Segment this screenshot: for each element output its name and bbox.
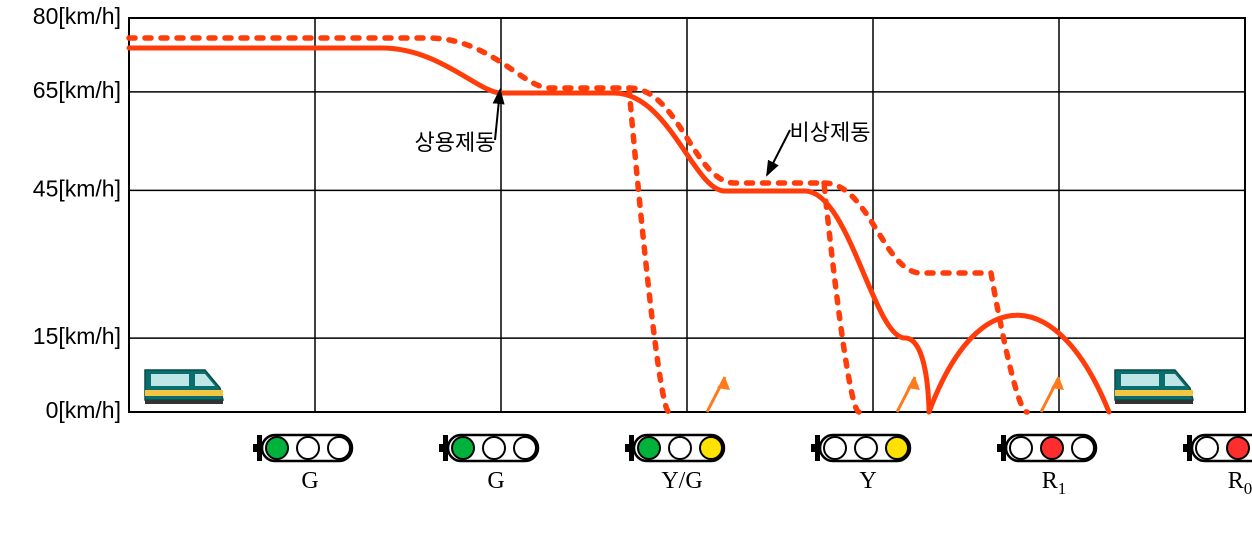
plot-area <box>129 18 1245 412</box>
x-axis-signals: G G Y/G Y R1 R0 <box>253 435 1252 498</box>
y-tick-label: 0[km/h] <box>46 397 121 423</box>
signal-icon <box>253 435 352 461</box>
train-icon <box>1115 370 1193 404</box>
signal-label: G <box>487 468 504 494</box>
train-icons <box>145 370 1193 404</box>
signal-label: Y <box>859 468 876 494</box>
signal-icon <box>625 435 724 461</box>
emergency-brake-label: 비상제동 <box>790 120 871 145</box>
signal-icon <box>1183 435 1252 461</box>
y-axis-labels: 0[km/h] 15[km/h] 45[km/h] 65[km/h] 80[km/h] <box>33 3 121 423</box>
signal-icon <box>811 435 910 461</box>
y-tick-label: 15[km/h] <box>33 323 121 349</box>
service-brake-leader <box>495 90 500 140</box>
y-tick-label: 80[km/h] <box>33 3 121 29</box>
signal-label: R0 <box>1228 468 1252 498</box>
signal-icon <box>439 435 538 461</box>
signal-label: Y/G <box>661 468 702 494</box>
reaccel-arrow-icon <box>897 377 920 412</box>
service-brake-label: 상용제동 <box>415 130 496 155</box>
y-tick-label: 65[km/h] <box>33 77 121 103</box>
train-icon <box>145 370 223 404</box>
signal-label: G <box>301 468 318 494</box>
y-tick-label: 45[km/h] <box>33 175 121 201</box>
speed-signal-chart: 0[km/h]15[km/h]45[km/h]65[km/h]80[km/h] … <box>0 0 1252 534</box>
reaccel-arrow-icon <box>1041 377 1064 412</box>
curves <box>129 38 1109 412</box>
reaccel-arrow-icon <box>707 377 730 412</box>
emergency-brake-leader <box>767 130 790 175</box>
service-brake-curve <box>129 48 929 412</box>
signal-icon <box>997 435 1096 461</box>
signal-label: R1 <box>1042 468 1067 498</box>
